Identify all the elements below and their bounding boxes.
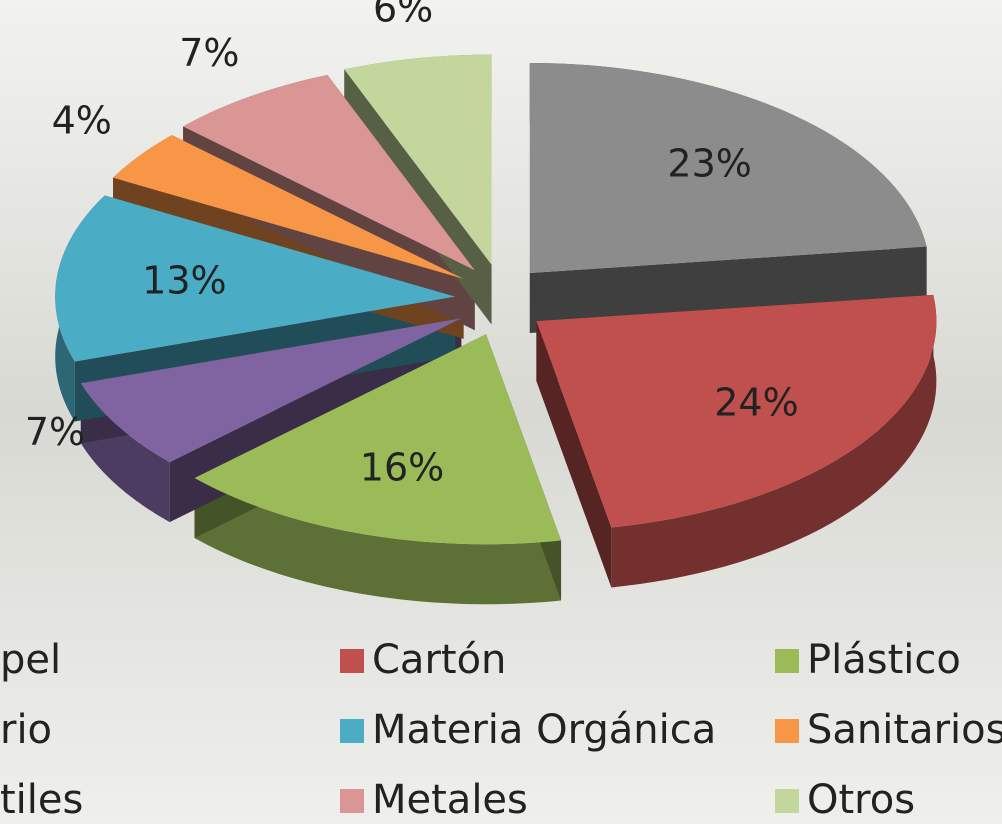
slice — [344, 54, 492, 265]
legend-swatch — [340, 649, 364, 673]
data-label: 6% — [373, 0, 433, 31]
slice — [194, 334, 562, 545]
slice — [536, 294, 937, 528]
legend-label: Plástico — [807, 637, 961, 683]
legend: pel Cartón Plástico rio Materia Orgánica Sani… — [0, 637, 1002, 823]
legend-label: Materia Orgánica — [372, 707, 716, 753]
data-label: 13% — [142, 259, 226, 303]
legend-label: tiles — [0, 777, 83, 823]
data-label: 4% — [52, 99, 112, 143]
data-label: 7% — [179, 31, 239, 75]
legend-label: Metales — [372, 777, 528, 823]
legend-swatch — [775, 649, 799, 673]
slice — [113, 135, 464, 279]
slice — [529, 62, 927, 273]
slice — [80, 318, 462, 463]
legend-swatch — [775, 719, 799, 743]
pie: 23% 24% 16% 7% 13% 4% 7% 6% — [25, 0, 937, 605]
legend-label: rio — [0, 707, 52, 753]
legend-swatch — [340, 789, 364, 813]
legend-label: pel — [0, 637, 61, 683]
legend-label: Otros — [807, 777, 915, 823]
slice — [55, 195, 456, 362]
slice-wall — [536, 321, 612, 588]
legend-swatch — [775, 789, 799, 813]
slice — [183, 74, 475, 271]
legend-swatch — [340, 719, 364, 743]
data-label: 16% — [360, 446, 444, 490]
legend-label: Sanitarios — [807, 707, 1002, 753]
data-label: 23% — [667, 141, 751, 185]
slice-side — [611, 294, 937, 588]
data-label: 24% — [714, 381, 798, 425]
data-label: 7% — [25, 410, 85, 454]
legend-label: Cartón — [372, 637, 506, 683]
slice-side — [194, 477, 562, 605]
